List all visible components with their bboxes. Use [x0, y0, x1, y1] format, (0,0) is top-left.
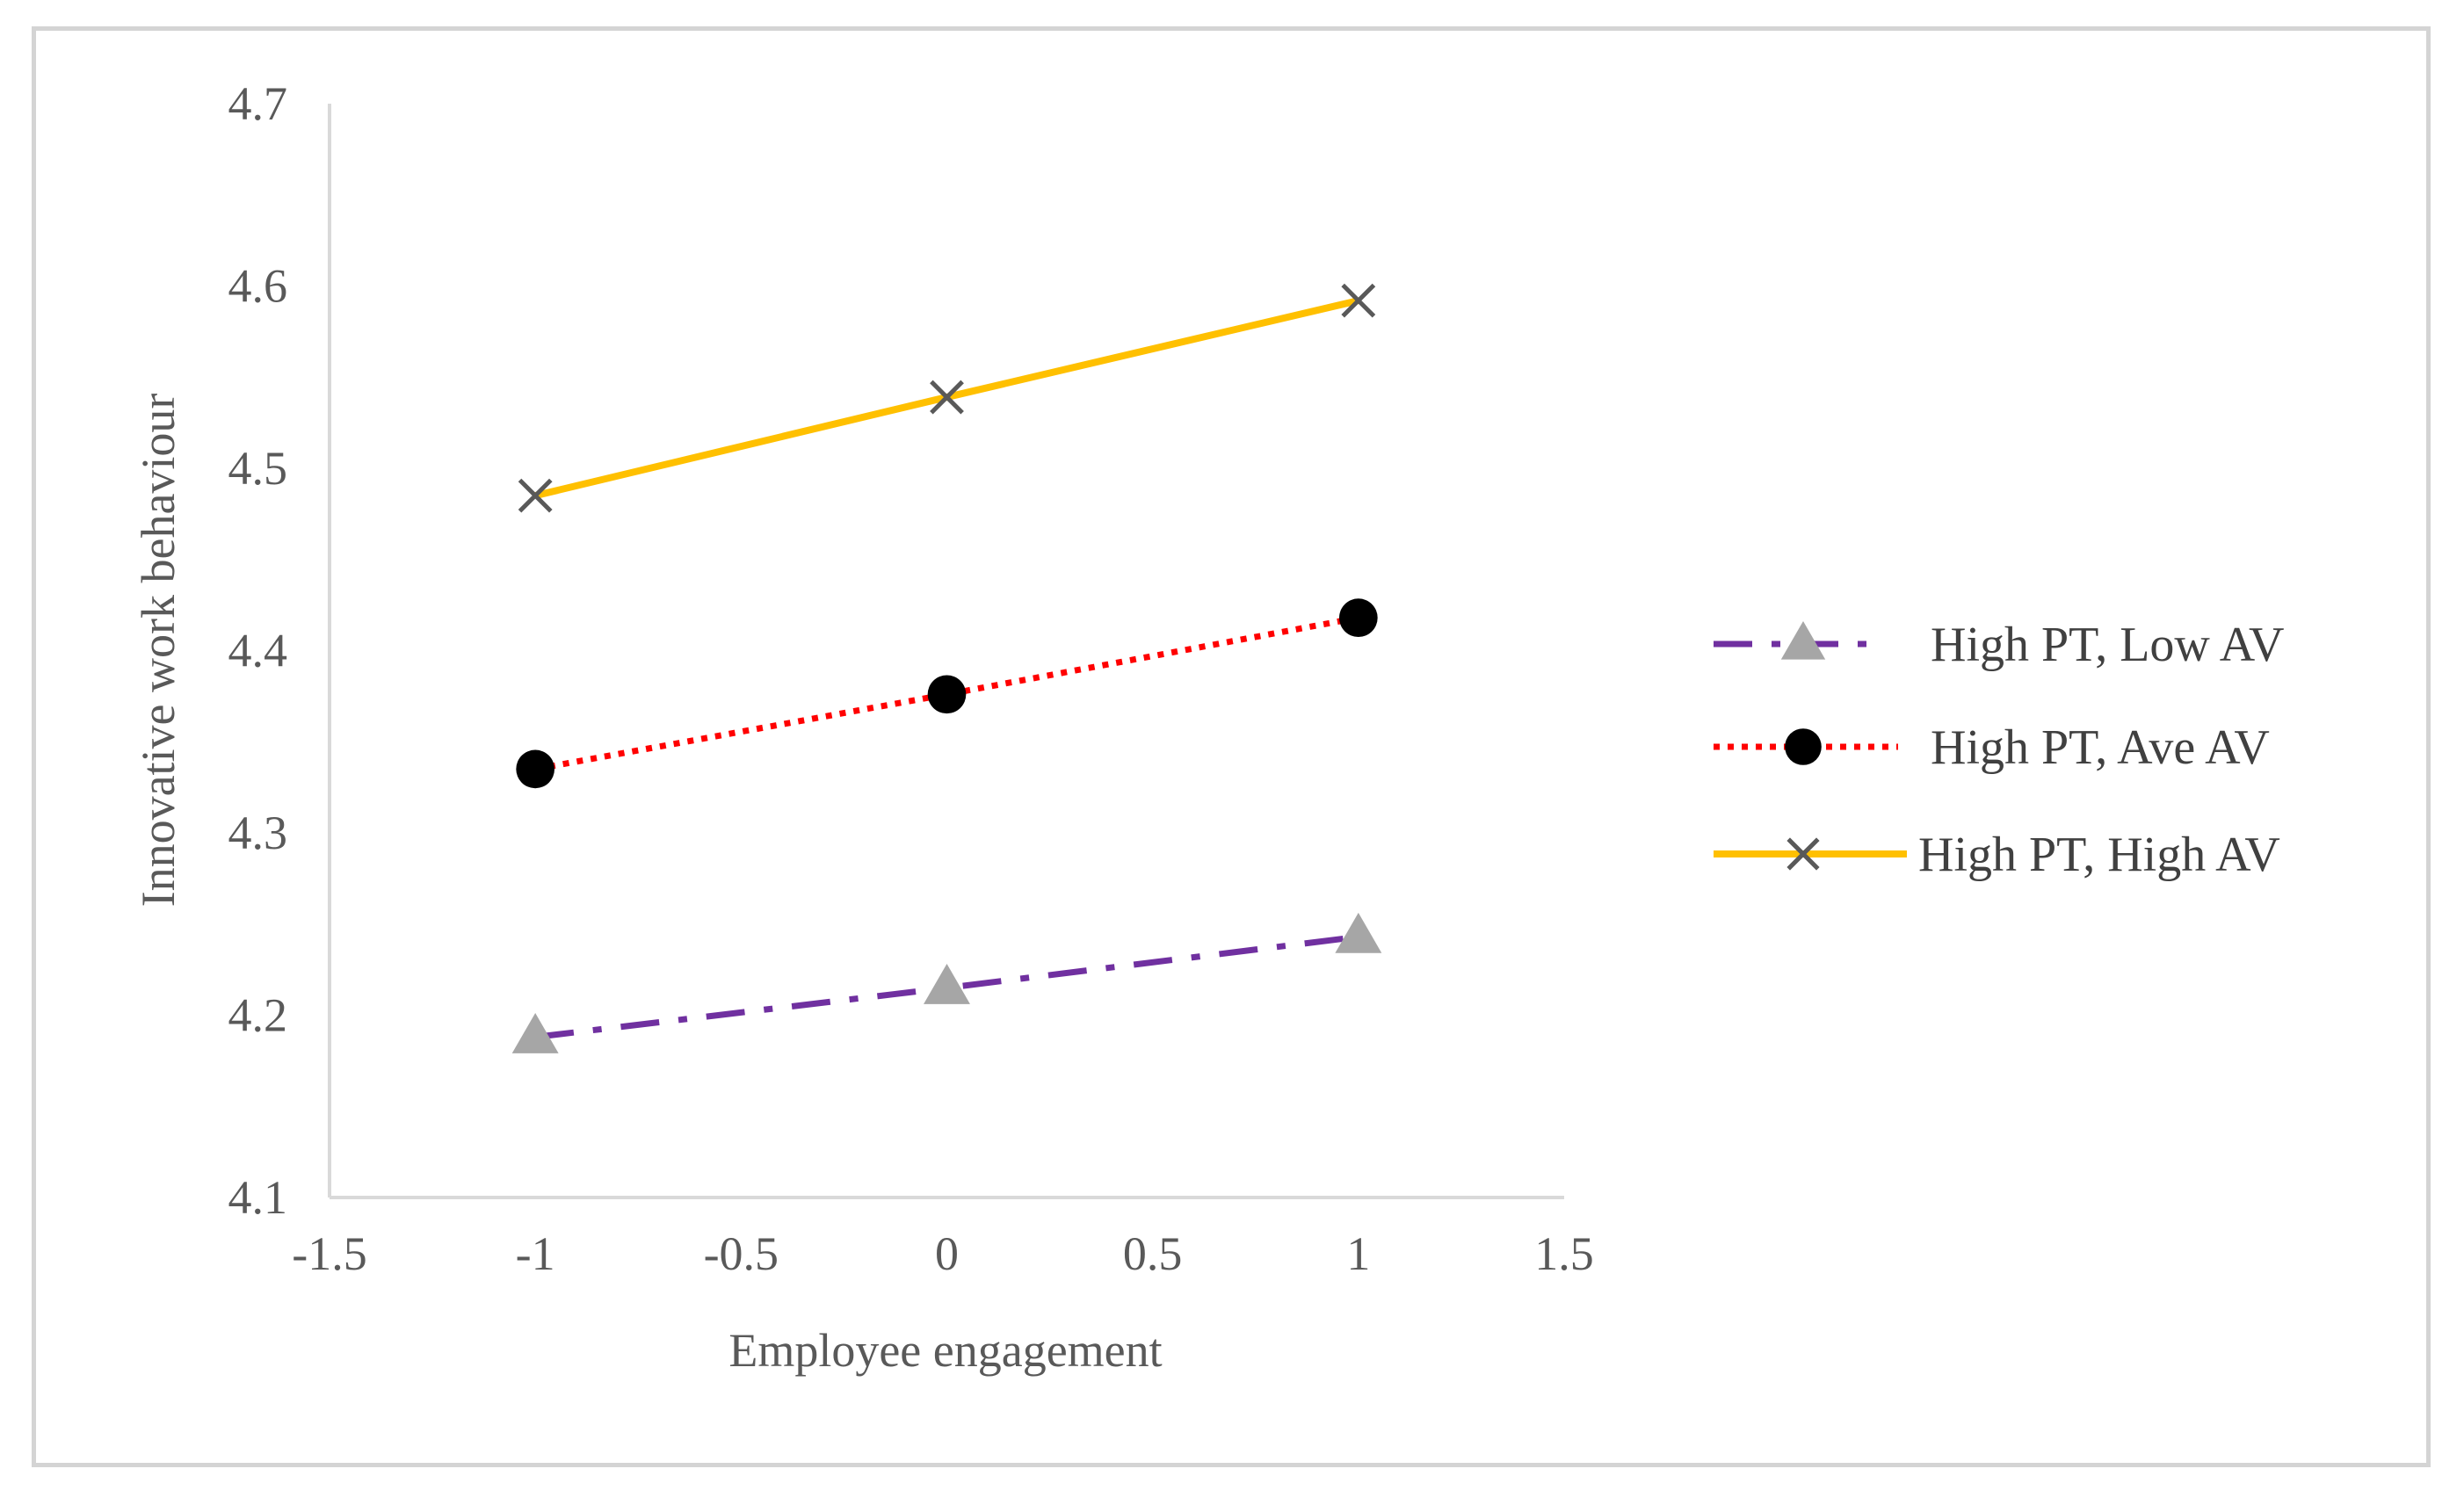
legend-item: High PT, High AV	[1714, 828, 2280, 882]
legend-label: High PT, High AV	[1918, 828, 2280, 882]
data-point	[1338, 598, 1378, 637]
data-point	[518, 478, 553, 513]
x-tick-label: 0.5	[1123, 1227, 1183, 1280]
series-layer	[511, 283, 1382, 1053]
x-tick-labels: -1.5 -1 -0.5 0 0.5 1 1.5	[292, 1227, 1593, 1280]
y-tick-label: 4.4	[228, 625, 288, 677]
legend-marker	[1786, 837, 1820, 871]
y-tick-label: 4.6	[228, 260, 288, 313]
y-tick-label: 4.2	[228, 989, 288, 1042]
x-tick-label: 0	[935, 1227, 959, 1280]
chart-frame	[32, 26, 2431, 1467]
series-1	[511, 912, 1382, 1053]
legend-item: High PT, Low AV	[1714, 618, 2284, 672]
y-tick-label: 4.5	[228, 442, 288, 495]
data-point	[927, 675, 967, 714]
x-tick-label: -1.5	[292, 1227, 366, 1280]
legend-marker	[1780, 620, 1826, 660]
series-2	[516, 598, 1378, 789]
data-point	[1341, 283, 1376, 318]
legend-label: High PT, Low AV	[1931, 618, 2284, 672]
legend-label: High PT, Ave AV	[1931, 720, 2270, 775]
series-3	[518, 283, 1376, 513]
legend: High PT, Low AV High PT, Ave AV High PT, H…	[1714, 618, 2284, 882]
y-tick-label: 4.7	[228, 77, 288, 130]
y-tick-label: 4.3	[228, 807, 288, 859]
y-tick-labels: 4.1 4.2 4.3 4.4 4.5 4.6 4.7	[228, 77, 288, 1224]
data-point	[516, 749, 555, 789]
legend-marker	[1785, 728, 1822, 765]
data-point	[1335, 912, 1382, 953]
data-point	[511, 1013, 559, 1053]
data-point	[930, 380, 964, 415]
series-line	[534, 933, 1359, 1040]
data-point	[924, 964, 970, 1004]
x-tick-label: -1	[516, 1227, 555, 1280]
axes	[328, 104, 1564, 1199]
x-axis-title: Employee engagement	[728, 1324, 1162, 1377]
x-tick-label: -0.5	[704, 1227, 779, 1280]
x-tick-label: 1.5	[1534, 1227, 1594, 1280]
y-tick-label: 4.1	[228, 1171, 288, 1224]
legend-item: High PT, Ave AV	[1714, 720, 2270, 775]
y-axis-title: Innovative work behaviour	[132, 394, 185, 908]
x-tick-label: 1	[1346, 1227, 1370, 1280]
